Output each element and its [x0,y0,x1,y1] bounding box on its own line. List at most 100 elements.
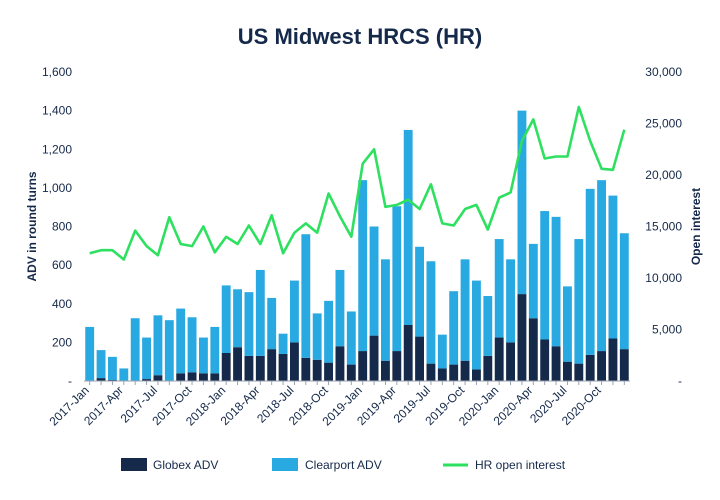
clearport-bar [563,286,572,362]
globex-bar [403,324,413,381]
y2-tick-label: 20,000 [645,168,682,182]
clearport-bar [415,246,424,337]
globex-bar [494,337,504,381]
globex-bar [346,364,356,381]
clearport-bar [574,239,584,364]
clearport-bar [176,308,186,374]
clearport-bar [619,233,629,350]
globex-bar [574,363,584,381]
clearport-bar [278,333,288,354]
clearport-bar [472,280,481,370]
clearport-bar [199,337,208,374]
y2-tick-label: 5,000 [652,323,682,337]
globex-bar [437,368,447,381]
globex-bar [369,335,379,381]
clearport-bar [551,216,561,347]
globex-bar [244,355,254,381]
clearport-bar [540,211,550,340]
globex-bar [460,360,470,381]
globex-bar [301,357,311,381]
globex-bar [563,361,572,381]
y-tick-label: 1,200 [42,142,72,156]
clearport-bar [381,259,390,361]
globex-bar [449,364,459,381]
globex-bar [540,339,550,381]
clearport-bar [119,368,129,381]
globex-bar [142,379,151,381]
clearport-bar [221,285,231,353]
globex-bar [585,354,595,381]
clearport-bar [187,317,197,373]
globex-bar [506,342,515,381]
chart-title: US Midwest HRCS (HR) [237,24,483,49]
clearport-bar [312,313,322,360]
legend-label-clearport: Clearport ADV [305,458,382,472]
clearport-bar [233,289,242,348]
clearport-bar [153,315,163,376]
clearport-bar [608,195,618,339]
clearport-bar [437,334,447,369]
y2-tick-label: 15,000 [645,220,682,234]
clearport-bar [244,292,254,356]
globex-bar [426,363,436,381]
legend-label-open-interest: HR open interest [475,458,566,472]
globex-bar [551,346,561,381]
globex-bar [324,362,333,381]
clearport-bar [290,280,299,343]
globex-bar [278,353,288,381]
clearport-bar [96,350,106,379]
globex-bar [210,373,220,381]
y2-tick-label: 10,000 [645,271,682,285]
globex-bar [619,349,629,381]
legend-swatch-clearport [272,458,298,471]
clearport-bar [585,188,595,355]
globex-bar [153,375,163,381]
y-tick-label: - [68,374,72,388]
clearport-bar [426,261,436,364]
globex-bar [392,351,402,381]
globex-bar [381,360,390,381]
clearport-bar [324,300,333,363]
clearport-bar [130,318,140,381]
y-axis-title: ADV in round turns [25,171,39,281]
globex-bar [472,369,481,381]
clearport-bar [506,259,515,343]
globex-bar [290,342,299,381]
globex-bar [597,351,606,381]
clearport-bar [528,243,538,319]
globex-bar [528,318,538,381]
clearport-bar [597,180,606,352]
y-tick-label: 1,000 [42,181,72,195]
clearport-bar [267,297,277,350]
legend-swatch-globex [121,458,147,471]
clearport-bar [460,259,470,361]
globex-bar [358,351,368,381]
globex-bar [517,294,527,381]
y-tick-label: 1,600 [42,65,72,79]
clearport-bar [449,291,459,365]
globex-bar [415,336,424,381]
y-tick-label: 400 [52,297,72,311]
globex-bar [483,355,493,381]
y2-tick-label: - [678,374,682,388]
clearport-bar [301,234,311,358]
clearport-bar [255,269,265,356]
clearport-bar [210,326,220,374]
clearport-bar [369,226,379,336]
globex-bar [267,349,277,381]
clearport-bar [346,311,356,365]
open-interest-line [89,105,626,261]
globex-bar [187,372,197,381]
y-tick-label: 800 [52,220,72,234]
globex-bar [199,373,208,381]
legend-label-globex: Globex ADV [153,458,218,472]
globex-bar [96,378,106,381]
y-tick-label: 1,400 [42,104,72,118]
clearport-bar [392,206,402,352]
clearport-bar [164,320,174,381]
globex-bar [233,347,242,381]
clearport-bar [358,180,368,352]
y2-tick-label: 30,000 [645,65,682,79]
